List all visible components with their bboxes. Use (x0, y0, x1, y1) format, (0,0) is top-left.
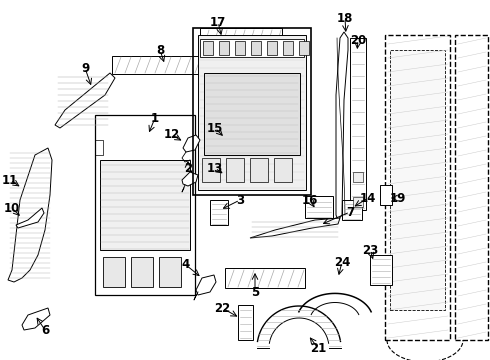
Bar (202, 158, 220, 182)
Text: 23: 23 (362, 243, 378, 256)
Bar (267, 41, 277, 55)
Bar (219, 41, 229, 55)
Bar (112, 56, 220, 74)
Bar (353, 197, 363, 207)
Text: 1: 1 (151, 112, 159, 125)
Bar (350, 38, 366, 210)
Bar (274, 158, 292, 182)
Text: 15: 15 (207, 122, 223, 135)
Bar (390, 50, 445, 310)
Bar (203, 41, 213, 55)
Text: 3: 3 (236, 194, 244, 207)
Bar (370, 255, 392, 285)
Polygon shape (16, 208, 44, 228)
Text: 8: 8 (156, 44, 164, 57)
Bar (204, 73, 300, 155)
Polygon shape (336, 32, 348, 220)
Text: 16: 16 (302, 194, 318, 207)
Bar (226, 158, 244, 182)
Bar (200, 39, 304, 57)
Bar (210, 200, 228, 225)
Text: 10: 10 (4, 202, 20, 215)
Polygon shape (182, 172, 198, 186)
Bar (283, 41, 293, 55)
Polygon shape (183, 135, 200, 152)
Bar (251, 41, 261, 55)
Bar (200, 28, 282, 48)
Text: 12: 12 (164, 129, 180, 141)
Bar (198, 35, 306, 190)
Bar (455, 35, 488, 340)
Bar (305, 196, 333, 218)
Polygon shape (196, 275, 216, 295)
Text: 7: 7 (346, 206, 354, 219)
Polygon shape (22, 308, 50, 330)
Bar (131, 257, 153, 287)
Bar (235, 41, 245, 55)
Polygon shape (250, 218, 340, 238)
Text: 5: 5 (251, 285, 259, 298)
Polygon shape (8, 148, 52, 282)
Polygon shape (55, 73, 115, 128)
Bar (250, 158, 268, 182)
Bar (103, 257, 125, 287)
Text: 17: 17 (210, 15, 226, 28)
Bar (342, 200, 362, 220)
Text: 2: 2 (184, 162, 192, 175)
Text: 19: 19 (390, 192, 406, 204)
Text: 22: 22 (214, 302, 230, 315)
Text: 21: 21 (310, 342, 326, 355)
Bar (380, 185, 392, 205)
Text: 18: 18 (337, 12, 353, 24)
Bar (100, 160, 190, 250)
Bar (299, 41, 309, 55)
Bar (353, 172, 363, 182)
Text: 11: 11 (2, 174, 18, 186)
Text: 4: 4 (182, 258, 190, 271)
Bar (193, 28, 311, 195)
Bar (238, 305, 253, 340)
Bar (225, 268, 305, 288)
Bar (385, 35, 450, 340)
Text: 20: 20 (350, 33, 366, 46)
Text: 6: 6 (41, 324, 49, 337)
Bar (95, 115, 195, 295)
Bar (159, 257, 181, 287)
Text: 24: 24 (334, 256, 350, 269)
Text: 13: 13 (207, 162, 223, 175)
Text: 14: 14 (360, 192, 376, 204)
Text: 9: 9 (81, 62, 89, 75)
